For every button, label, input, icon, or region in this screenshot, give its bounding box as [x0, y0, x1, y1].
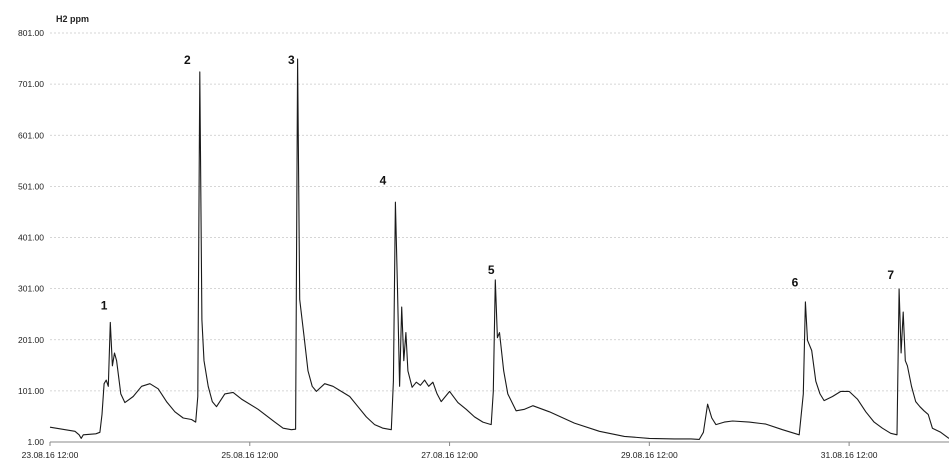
y-tick-label: 601.00	[18, 130, 44, 140]
peak-label: 3	[288, 53, 295, 67]
y-tick-label: 401.00	[18, 233, 44, 243]
peak-label: 4	[380, 173, 387, 187]
peak-annotations: 1 2 3 4 5 6 7	[101, 53, 895, 312]
x-tick-label: 31.08.16 12:00	[821, 450, 878, 460]
y-tick-label: 301.00	[18, 284, 44, 294]
series-layer	[49, 58, 949, 440]
y-axis-unit-label: H2 ppm	[56, 14, 89, 24]
x-tick-label: 23.08.16 12:00	[22, 450, 79, 460]
y-tick-label: 501.00	[18, 181, 44, 191]
y-tick-label: 701.00	[18, 79, 44, 89]
x-tick-label: 27.08.16 12:00	[421, 450, 478, 460]
y-tick-labels: 1.00 101.00 201.00 301.00 401.00 501.00 601.00…	[18, 28, 44, 447]
x-tick-label: 29.08.16 12:00	[621, 450, 678, 460]
y-tick-label: 101.00	[18, 386, 44, 396]
x-tick-labels: 23.08.16 12:00 25.08.16 12:00 27.08.16 12:…	[22, 450, 878, 460]
peak-label: 2	[184, 53, 191, 67]
peak-label: 7	[887, 268, 894, 282]
h2-series-line	[49, 58, 949, 440]
y-tick-label: 201.00	[18, 335, 44, 345]
y-tick-label: 1.00	[27, 437, 44, 447]
peak-label: 6	[792, 276, 799, 290]
y-tick-label: 801.00	[18, 28, 44, 38]
axes	[49, 441, 949, 446]
x-tick-label: 25.08.16 12:00	[221, 450, 278, 460]
peak-label: 5	[488, 263, 495, 277]
peak-label: 1	[101, 299, 108, 313]
